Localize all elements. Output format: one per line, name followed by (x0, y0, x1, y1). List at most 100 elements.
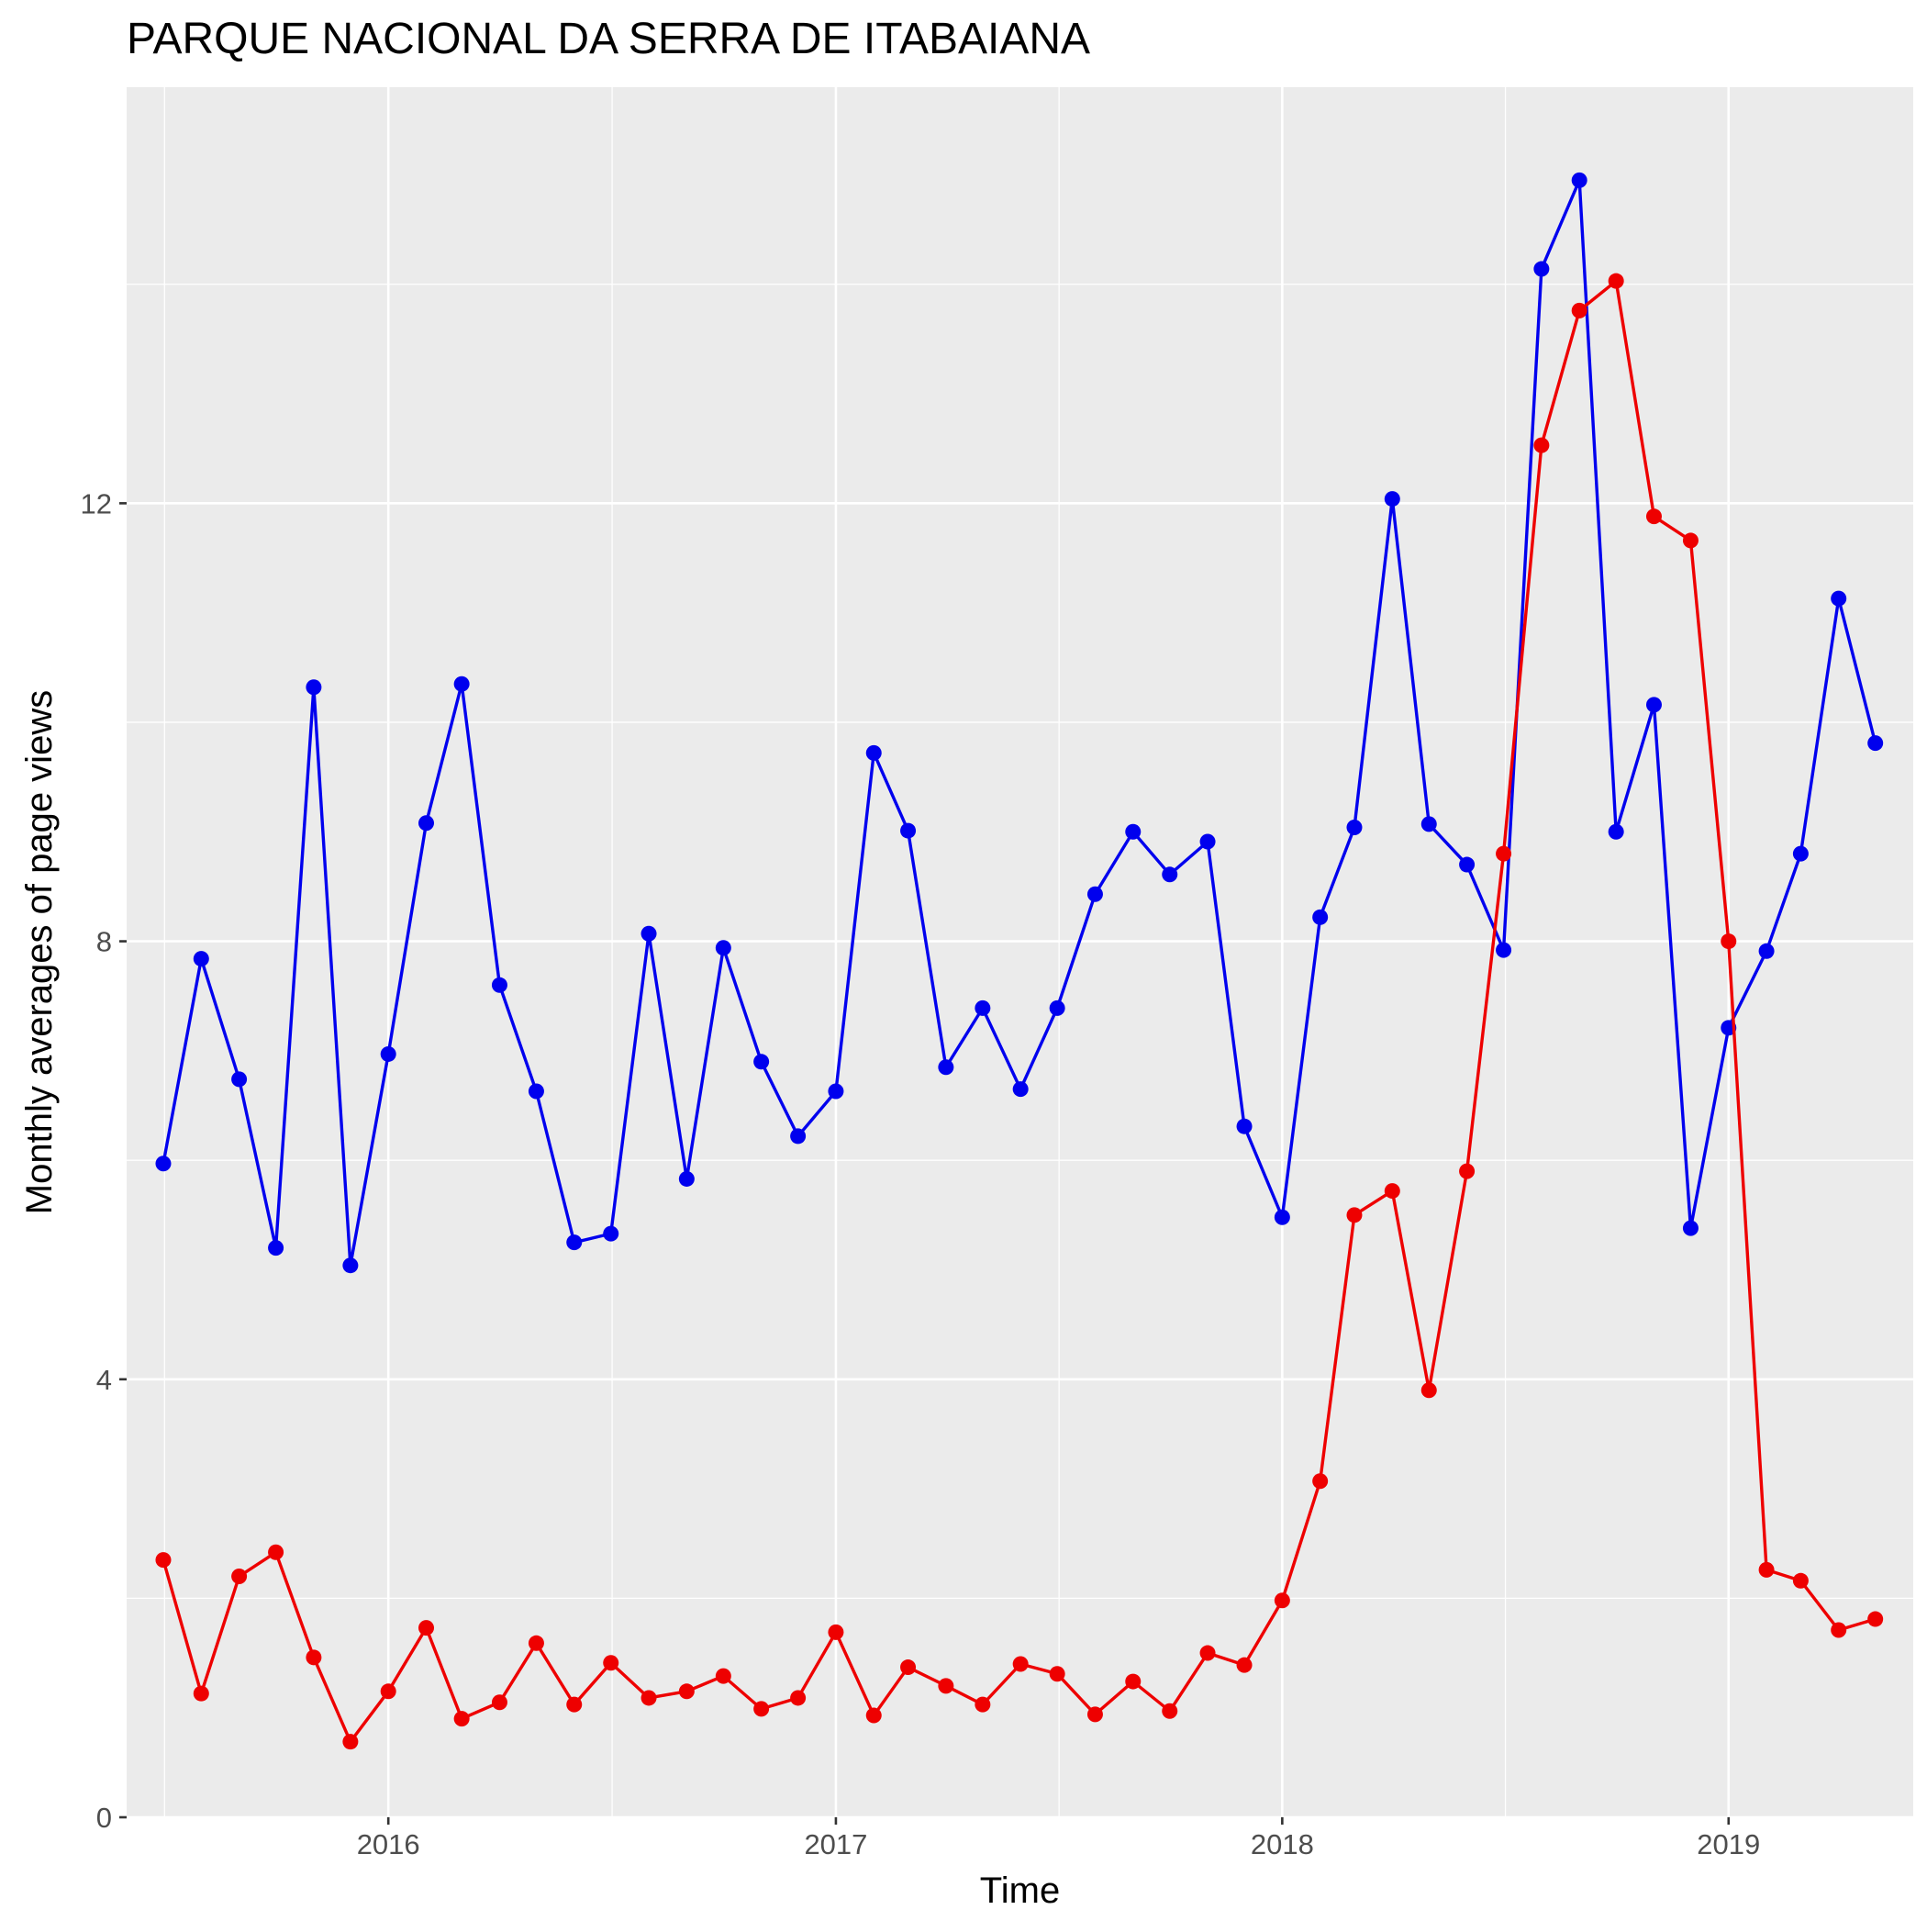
data-point (1420, 816, 1437, 832)
data-point (491, 977, 507, 993)
minor-gridlines (127, 87, 1913, 1817)
data-point (1792, 845, 1809, 862)
data-point (193, 1685, 209, 1702)
x-tick-label: 2018 (1251, 1828, 1314, 1860)
data-point (1312, 909, 1329, 925)
data-point (342, 1257, 359, 1274)
data-point (1608, 823, 1624, 840)
data-point (306, 679, 322, 696)
data-point (566, 1696, 583, 1713)
data-point (753, 1054, 770, 1070)
data-point (1312, 1473, 1329, 1490)
y-axis-tick-labels: 0 4 8 12 (81, 487, 112, 1834)
data-point (828, 1083, 844, 1100)
y-tick-label: 0 (96, 1802, 112, 1834)
y-axis-title: Monthly averages of page views (19, 690, 60, 1214)
data-point (1496, 942, 1512, 958)
data-point (640, 925, 657, 942)
data-point (528, 1083, 544, 1100)
x-axis-tick-labels: 2016 2017 2018 2019 (357, 1828, 1761, 1860)
data-point (1867, 735, 1884, 752)
data-point (865, 1707, 882, 1724)
series-2 (155, 273, 1884, 1750)
series-1 (155, 172, 1884, 1274)
data-point (938, 1059, 954, 1076)
data-point (1533, 261, 1550, 277)
data-point (1199, 1645, 1216, 1661)
data-point (566, 1234, 583, 1251)
data-point (1682, 532, 1699, 549)
data-point (900, 822, 917, 839)
data-point (603, 1655, 619, 1671)
data-point (1645, 697, 1662, 713)
data-point (1346, 819, 1363, 835)
data-point (342, 1734, 359, 1750)
data-point (418, 815, 434, 832)
data-point (1831, 590, 1847, 607)
data-point (1721, 933, 1737, 950)
data-point (1608, 273, 1624, 289)
data-point (491, 1694, 507, 1711)
chart-title: PARQUE NACIONAL DA SERRA DE ITABAIANA (127, 15, 1090, 63)
data-point (380, 1683, 396, 1700)
data-point (715, 1668, 731, 1684)
data-point (1274, 1592, 1290, 1609)
data-point (640, 1690, 657, 1706)
plot-panel (127, 87, 1913, 1817)
data-point (1682, 1220, 1699, 1236)
data-point (1792, 1572, 1809, 1589)
data-point (1867, 1611, 1884, 1627)
data-point (1049, 1000, 1065, 1016)
data-point (678, 1683, 695, 1700)
data-point (753, 1701, 770, 1717)
data-point (1162, 1703, 1178, 1719)
data-point (528, 1635, 544, 1651)
data-point (1012, 1656, 1029, 1672)
data-point (453, 676, 470, 692)
y-tick-label: 12 (81, 487, 112, 519)
x-tick-label: 2019 (1697, 1828, 1760, 1860)
data-point (790, 1128, 807, 1145)
data-point (1125, 823, 1142, 840)
data-point (1125, 1673, 1142, 1690)
axis-ticks (119, 502, 1731, 1825)
data-point (1420, 1382, 1437, 1399)
data-point (453, 1711, 470, 1727)
data-point (1831, 1622, 1847, 1638)
data-point (231, 1071, 248, 1088)
data-point (1571, 302, 1587, 318)
data-point (380, 1045, 396, 1062)
data-point (1645, 508, 1662, 525)
data-point (865, 744, 882, 761)
data-point (1571, 172, 1587, 188)
major-gridlines (127, 87, 1913, 1819)
data-point (1384, 1183, 1400, 1200)
data-point (678, 1170, 695, 1187)
data-point (1236, 1657, 1253, 1673)
data-point (306, 1649, 322, 1666)
x-tick-label: 2017 (804, 1828, 867, 1860)
data-point (603, 1225, 619, 1242)
data-point (1236, 1118, 1253, 1134)
data-point (1199, 833, 1216, 850)
data-point (938, 1678, 954, 1694)
data-point (975, 1696, 991, 1713)
data-point (1459, 856, 1476, 873)
data-point (715, 940, 731, 956)
y-tick-label: 8 (96, 926, 112, 958)
data-point (418, 1620, 434, 1636)
x-tick-label: 2016 (357, 1828, 420, 1860)
data-point (268, 1544, 284, 1560)
data-point (828, 1624, 844, 1640)
data-point (1086, 886, 1103, 902)
data-point (1346, 1207, 1363, 1223)
data-point (268, 1240, 284, 1256)
data-point (1274, 1209, 1290, 1225)
data-point (155, 1156, 172, 1172)
data-point (975, 1000, 991, 1016)
data-point (1496, 845, 1512, 862)
data-point (1533, 437, 1550, 453)
data-point (155, 1552, 172, 1569)
y-tick-label: 4 (96, 1364, 112, 1396)
data-point (1758, 943, 1775, 959)
